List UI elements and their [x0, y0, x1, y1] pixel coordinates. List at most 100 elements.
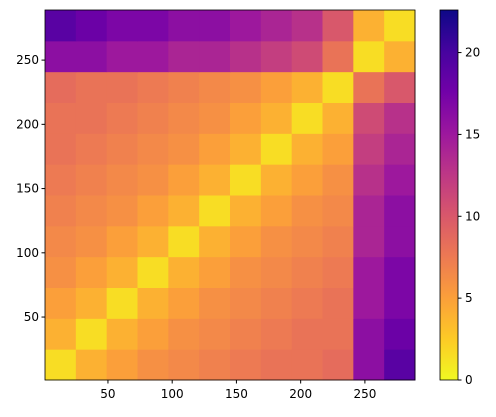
colorbar [439, 9, 459, 381]
heatmap-cell [322, 195, 354, 227]
heatmap-cell [137, 102, 169, 134]
heatmap-cell [137, 40, 169, 73]
heatmap-cell [353, 71, 385, 103]
x-tick-label: 200 [289, 387, 312, 401]
heatmap-cell [260, 71, 293, 103]
heatmap-cell [168, 133, 200, 165]
y-tick-label: 100 [16, 246, 39, 260]
heatmap-cell [291, 256, 323, 288]
heatmap-cell [168, 164, 200, 196]
heatmap-cell [106, 318, 138, 350]
heatmap-cell [45, 102, 77, 134]
heatmap-cell [322, 349, 354, 381]
y-tick-label: 150 [16, 182, 39, 196]
heatmap-cell [353, 287, 385, 319]
heatmap-cell [75, 225, 108, 258]
heatmap-cell [137, 10, 169, 42]
heatmap-cell [230, 195, 262, 227]
heatmap-cell [106, 164, 138, 196]
colorbar-tick-label: 20 [465, 46, 480, 60]
heatmap-cell [260, 287, 293, 319]
heatmap-cell [230, 133, 262, 165]
heatmap-cell [106, 71, 138, 103]
heatmap-cell [75, 195, 108, 227]
heatmap-cell [384, 10, 416, 42]
heatmap-cell [106, 287, 138, 319]
heatmap-cell [199, 225, 231, 258]
heatmap-cell [353, 40, 385, 73]
y-tick-label: 50 [24, 310, 39, 324]
heatmap-cell [291, 195, 323, 227]
x-tick-label: 100 [161, 387, 184, 401]
heatmap-cell [353, 349, 385, 381]
heatmap-cell [384, 71, 416, 103]
colorbar-tick-label: 0 [465, 373, 473, 387]
heatmap-cell [384, 256, 416, 288]
heatmap-cell [384, 102, 416, 134]
heatmap-cell [260, 256, 293, 288]
heatmap-cell [45, 10, 77, 42]
colorbar-tick-label: 10 [465, 209, 480, 223]
heatmap-cell [75, 318, 108, 350]
heatmap-cell [291, 71, 323, 103]
heatmap-cell [137, 133, 169, 165]
heatmap-cell [322, 133, 354, 165]
heatmap-cell [291, 102, 323, 134]
heatmap-cell [384, 133, 416, 165]
heatmap-cell [322, 164, 354, 196]
heatmap-cell [168, 349, 200, 381]
heatmap-cell [106, 10, 138, 42]
heatmap-cell [75, 40, 108, 73]
heatmap-cell [45, 287, 77, 319]
heatmap-cell [291, 133, 323, 165]
heatmap-cell [260, 318, 293, 350]
heatmap-cell [322, 225, 354, 258]
heatmap-cell [137, 71, 169, 103]
heatmap-cell [75, 133, 108, 165]
heatmap-cell [168, 318, 200, 350]
heatmap-cell [322, 102, 354, 134]
heatmap-cell [106, 102, 138, 134]
heatmap-cell [199, 10, 231, 42]
heatmap-cell [322, 318, 354, 350]
heatmap-cell [353, 10, 385, 42]
heatmap-cell [260, 10, 293, 42]
heatmap-cell [260, 225, 293, 258]
heatmap-cell [260, 195, 293, 227]
heatmap-cell [45, 349, 77, 381]
heatmap-cell [291, 10, 323, 42]
y-tick-label: 250 [16, 53, 39, 67]
heatmap-cell [353, 164, 385, 196]
x-tick-label: 250 [353, 387, 376, 401]
heatmap-cell [384, 195, 416, 227]
heatmap-cell [230, 349, 262, 381]
heatmap-cell [137, 195, 169, 227]
heatmap-cell [168, 225, 200, 258]
heatmap-cell [260, 164, 293, 196]
heatmap-cell [75, 164, 108, 196]
heatmap-cell [199, 40, 231, 73]
heatmap-cell [168, 40, 200, 73]
heatmap-cell [322, 256, 354, 288]
heatmap-cell [45, 195, 77, 227]
heatmap-cell [137, 318, 169, 350]
colorbar-tick-label: 15 [465, 127, 480, 141]
heatmap-cell [106, 195, 138, 227]
heatmap-cell [384, 349, 416, 381]
heatmap-cell [106, 256, 138, 288]
heatmap-cell [384, 225, 416, 258]
heatmap-cell [322, 10, 354, 42]
heatmap-cell [384, 40, 416, 73]
heatmap-cell [384, 287, 416, 319]
heatmap-cell [137, 349, 169, 381]
heatmap-cell [75, 10, 108, 42]
heatmap-cell [199, 318, 231, 350]
heatmap-cell [168, 10, 200, 42]
y-tick-label: 200 [16, 117, 39, 131]
heatmap-cell [137, 164, 169, 196]
heatmap-cell [199, 349, 231, 381]
colorbar-tick-label: 5 [465, 291, 473, 305]
heatmap-cell [75, 102, 108, 134]
heatmap-cell [45, 71, 77, 103]
